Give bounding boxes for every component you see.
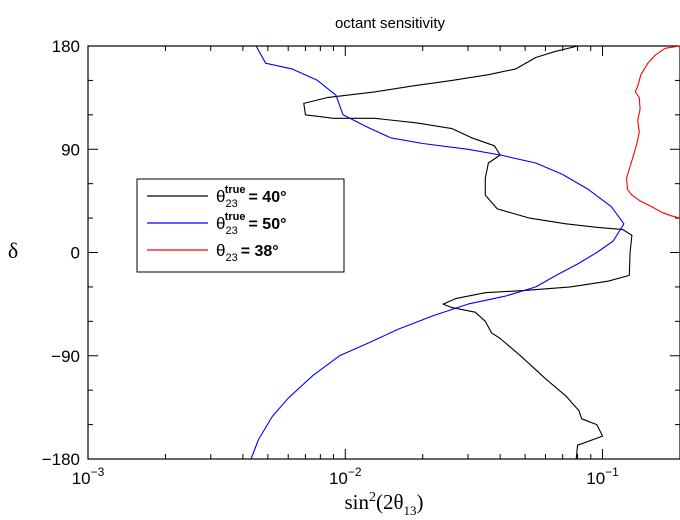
chart-title: octant sensitivity (335, 15, 446, 32)
x-axis-label: sin2(2θ13) (344, 490, 423, 518)
x-tick-label: 10−2 (329, 465, 362, 488)
legend-label-1: θ23true = 40° (216, 184, 286, 210)
y-tick-label: 180 (52, 37, 80, 56)
x-label-base: sin (344, 490, 369, 514)
series-layer (250, 45, 680, 460)
x-label-sup: 2 (369, 490, 376, 505)
x-label-close: ) (417, 490, 424, 514)
series-line-2 (250, 45, 625, 460)
y-tick-label: −180 (42, 450, 80, 469)
y-tick-label: −90 (51, 347, 80, 366)
x-tick-label: 10−1 (586, 465, 619, 488)
series-line-3 (626, 45, 680, 219)
x-label-open: (2θ (376, 490, 404, 514)
y-tick-label: 90 (61, 140, 80, 159)
legend: θ23true = 40°θ23true = 50° θ23 = 38° (136, 178, 345, 273)
legend-label-2: θ23true = 50° (216, 211, 286, 237)
series-line-1 (303, 45, 633, 460)
y-tick-label: 0 (71, 244, 80, 263)
tick-labels: 10−3 10−2 10−1 180 90 0 −90 −180 (42, 37, 619, 488)
legend-box (136, 178, 345, 273)
legend-label-3: θ23 = 38° (216, 241, 279, 264)
ticks (87, 45, 680, 460)
y-axis-label: δ (8, 238, 18, 263)
legend-items: θ23true = 40°θ23true = 50° θ23 = 38° (147, 184, 286, 264)
x-label-sub: 13 (404, 503, 417, 518)
x-tick-label: 10−3 (72, 465, 105, 488)
